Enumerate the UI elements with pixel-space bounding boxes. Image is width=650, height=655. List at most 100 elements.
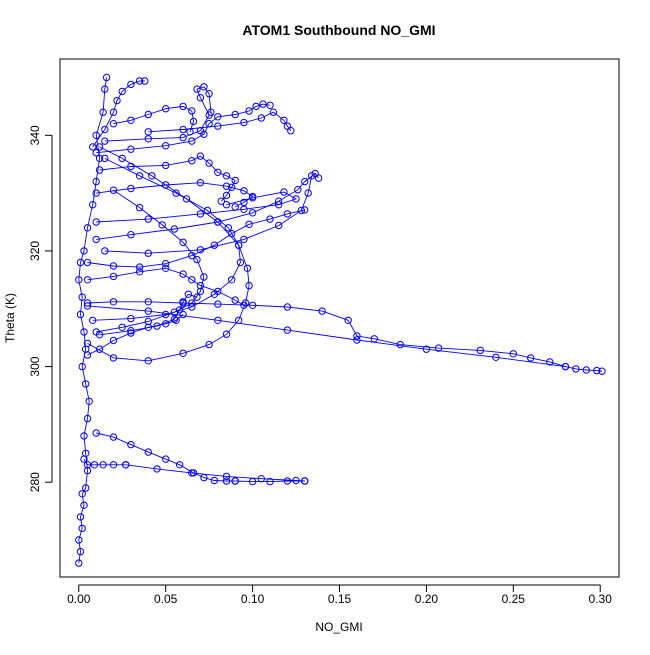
data-series	[89, 77, 149, 151]
data-point	[80, 455, 88, 463]
data-point	[217, 197, 226, 205]
data-point	[353, 336, 361, 344]
data-point	[162, 142, 170, 150]
data-point	[582, 366, 590, 374]
data-point	[207, 108, 215, 116]
data-point	[189, 117, 198, 126]
data-point	[135, 77, 144, 85]
data-point	[546, 358, 554, 366]
series-line	[87, 301, 603, 372]
data-point	[78, 524, 86, 533]
data-point	[92, 429, 100, 437]
data-point	[95, 143, 104, 151]
data-point	[434, 344, 443, 352]
data-point	[99, 108, 107, 116]
data-point	[188, 137, 196, 145]
data-point	[301, 477, 309, 485]
data-point	[266, 101, 274, 110]
x-tick-label: 0.00	[67, 592, 91, 606]
data-point	[99, 461, 107, 469]
data-point	[82, 484, 90, 492]
data-point	[222, 172, 231, 180]
series-line	[96, 189, 205, 333]
data-point	[153, 465, 161, 473]
series-line	[99, 293, 198, 336]
y-tick-label: 280	[28, 472, 42, 492]
data-point	[344, 316, 352, 324]
data-point	[82, 380, 90, 388]
series-line	[87, 209, 305, 268]
data-point	[76, 547, 85, 556]
data-series	[92, 169, 323, 244]
data-series	[109, 102, 198, 136]
data-point	[78, 293, 86, 301]
data-point	[118, 87, 126, 96]
data-series	[92, 188, 300, 226]
data-point	[75, 536, 83, 544]
data-series	[89, 154, 245, 324]
data-point	[188, 107, 196, 115]
data-series	[83, 302, 570, 371]
data-marks	[75, 73, 606, 567]
data-point	[509, 350, 517, 358]
data-point	[141, 77, 149, 85]
data-point	[231, 296, 239, 304]
data-point	[240, 118, 248, 127]
data-point	[109, 336, 118, 345]
x-tick-label: 0.10	[241, 592, 265, 606]
x-tick-label: 0.30	[589, 592, 613, 606]
data-point	[235, 316, 243, 324]
data-point	[75, 559, 83, 567]
data-point	[422, 345, 431, 353]
data-point	[214, 113, 222, 121]
data-point	[196, 179, 205, 187]
data-series	[83, 298, 606, 375]
data-point	[80, 432, 88, 440]
series-line	[96, 432, 236, 482]
data-point	[222, 330, 231, 338]
data-point	[83, 224, 92, 232]
data-point	[252, 102, 260, 111]
data-point	[269, 108, 278, 116]
plot-frame	[59, 58, 620, 578]
data-point	[95, 331, 104, 339]
x-tick-label: 0.25	[502, 592, 526, 606]
data-point	[205, 159, 213, 167]
data-point	[109, 461, 118, 469]
data-point	[175, 306, 184, 314]
data-point	[162, 264, 170, 272]
data-point	[228, 229, 236, 238]
data-point	[214, 218, 222, 226]
data-point	[92, 189, 100, 197]
data-point	[172, 189, 180, 197]
data-point	[179, 125, 187, 134]
data-point	[135, 172, 144, 180]
data-point	[109, 354, 118, 362]
data-point	[572, 365, 580, 373]
data-series	[83, 206, 309, 271]
data-point	[80, 501, 88, 509]
data-point	[144, 215, 153, 223]
data-point	[179, 102, 187, 111]
data-point	[92, 177, 100, 186]
data-point	[184, 290, 193, 298]
data-point	[224, 224, 233, 232]
data-point	[245, 220, 253, 229]
data-point	[275, 221, 283, 230]
data-point	[162, 105, 170, 113]
data-point	[266, 215, 274, 223]
data-point	[353, 332, 361, 340]
data-point	[214, 287, 222, 296]
data-point	[241, 299, 250, 307]
data-point	[144, 135, 153, 143]
data-point	[196, 287, 205, 296]
data-point	[231, 176, 239, 185]
series-line	[96, 172, 319, 240]
data-point	[200, 273, 208, 281]
data-point	[80, 247, 88, 255]
data-point	[243, 264, 252, 272]
data-point	[127, 162, 135, 171]
data-point	[283, 303, 292, 311]
data-point	[228, 276, 236, 284]
data-point	[102, 73, 111, 82]
